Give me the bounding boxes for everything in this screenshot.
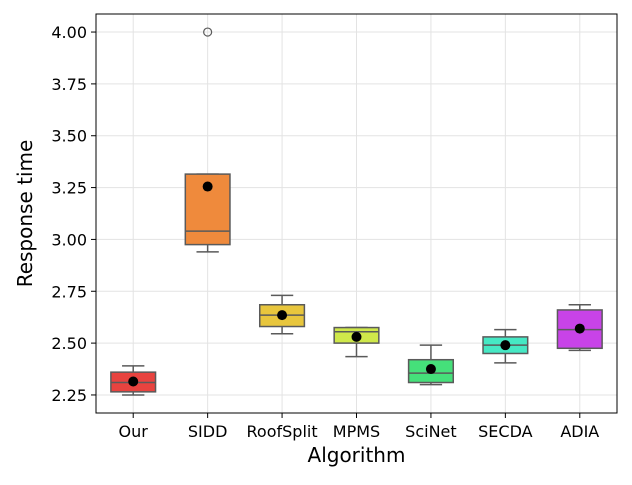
box-roofsplit bbox=[258, 294, 306, 335]
x-tick-label: MPMS bbox=[333, 422, 380, 441]
y-axis-title: Response time bbox=[13, 140, 37, 288]
y-tick-label: 2.75 bbox=[51, 282, 87, 301]
y-axis-ticks: 2.25 2.50 2.75 3.00 3.25 3.50 3.75 4.00 bbox=[51, 23, 96, 405]
box-secda bbox=[482, 328, 529, 364]
x-tick-label: SECDA bbox=[478, 422, 532, 441]
x-tick-label: ADIA bbox=[560, 422, 599, 441]
x-tick-label: RoofSplit bbox=[247, 422, 318, 441]
mean-marker bbox=[500, 340, 511, 351]
y-tick-label: 2.25 bbox=[51, 386, 87, 405]
y-tick-label: 2.50 bbox=[51, 334, 87, 353]
box-sidd bbox=[184, 27, 231, 253]
y-tick-label: 3.75 bbox=[51, 75, 87, 94]
outlier-point bbox=[203, 27, 213, 37]
mean-marker bbox=[277, 310, 288, 321]
mean-marker bbox=[128, 376, 139, 387]
mean-marker bbox=[351, 331, 362, 342]
box-adia bbox=[556, 303, 603, 352]
mean-marker bbox=[425, 364, 436, 375]
y-tick-label: 3.00 bbox=[51, 230, 87, 249]
mean-marker bbox=[574, 323, 585, 334]
y-tick-label: 3.25 bbox=[51, 179, 87, 198]
x-tick-label: SciNet bbox=[405, 422, 456, 441]
y-tick-label: 3.50 bbox=[51, 127, 87, 146]
mean-marker bbox=[202, 181, 213, 192]
y-tick-label: 4.00 bbox=[51, 23, 87, 42]
box-scinet bbox=[407, 344, 455, 386]
box-layer bbox=[110, 27, 603, 396]
x-tick-label: Our bbox=[119, 422, 149, 441]
x-axis-title: Algorithm bbox=[308, 443, 406, 467]
x-tick-label: SIDD bbox=[188, 422, 228, 441]
x-axis-ticks: Our SIDD RoofSplit MPMS SciNet SECDA ADIA bbox=[119, 413, 599, 441]
box-our bbox=[110, 365, 157, 396]
box-mpms bbox=[333, 326, 380, 358]
